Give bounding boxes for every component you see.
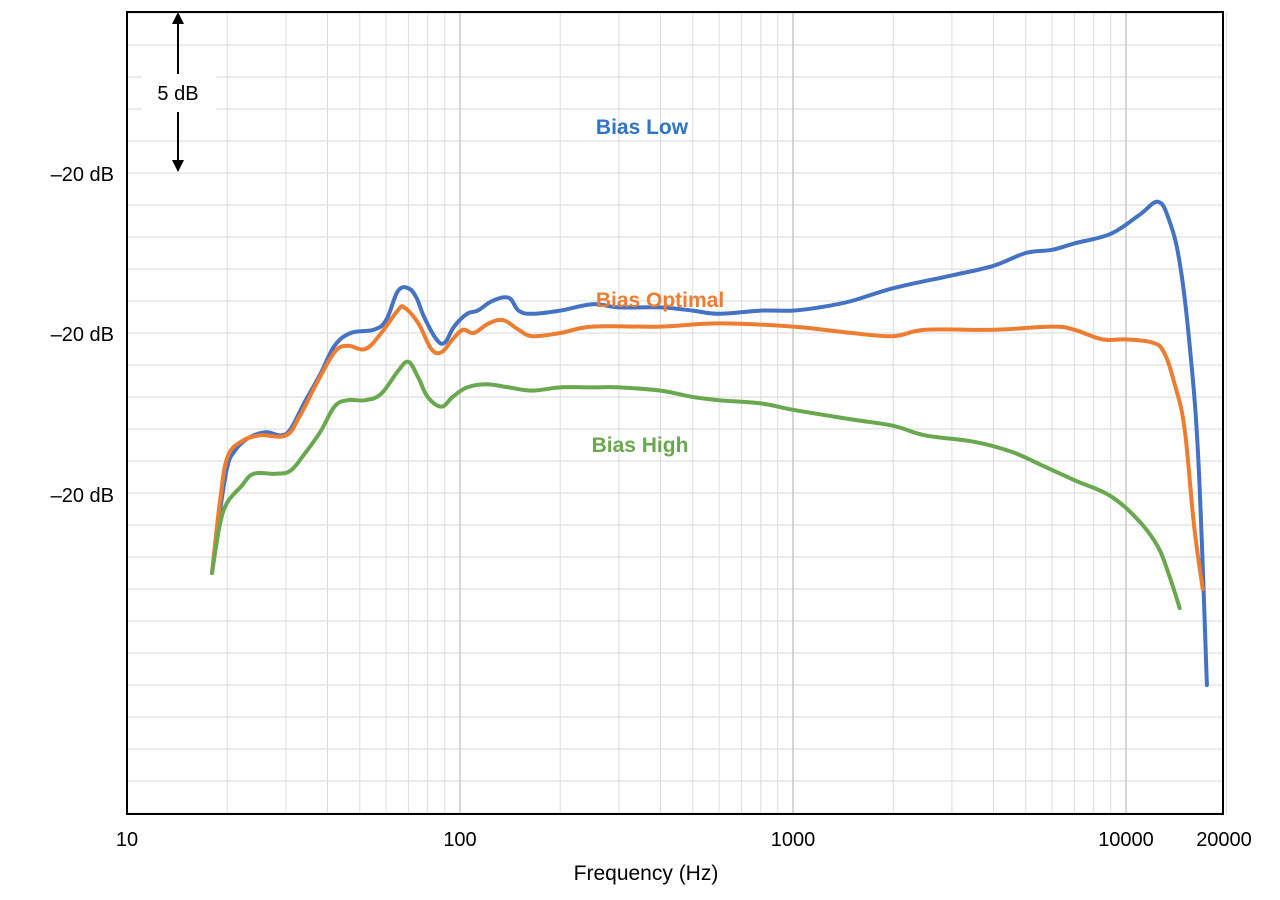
series-label-bias-high: Bias High [592, 434, 689, 457]
series-line-bias-high [210, 359, 1182, 611]
series-label-bias-low: Bias Low [596, 116, 689, 139]
scale-label: 5 dB [157, 83, 198, 105]
x-tick-label-10: 10 [116, 829, 138, 851]
x-tick-label-20000: 20000 [1196, 829, 1252, 851]
x-axis-title: Frequency (Hz) [574, 862, 719, 885]
scale-arrow-up-icon [172, 12, 184, 24]
x-tick-label-100: 100 [443, 829, 476, 851]
y-tick-label-1: –20 dB [51, 164, 114, 186]
series-line-bias-low [210, 199, 1209, 687]
scale-marker: 5 dB [142, 12, 216, 172]
minor-gridlines-y [127, 12, 1222, 814]
plot-frame [126, 11, 1224, 815]
series-layer [210, 199, 1209, 687]
y-tick-label-3: –20 dB [51, 485, 114, 507]
series-label-bias-optimal: Bias Optimal [596, 289, 724, 312]
scale-label-background [142, 76, 216, 110]
x-tick-label-10000: 10000 [1098, 829, 1154, 851]
minor-gridlines-x [226, 12, 1227, 814]
x-tick-label-1000: 1000 [771, 829, 816, 851]
scale-arrow-down-icon [172, 160, 184, 172]
y-tick-label-2: –20 dB [51, 324, 114, 346]
series-line-bias-optimal [210, 304, 1205, 591]
